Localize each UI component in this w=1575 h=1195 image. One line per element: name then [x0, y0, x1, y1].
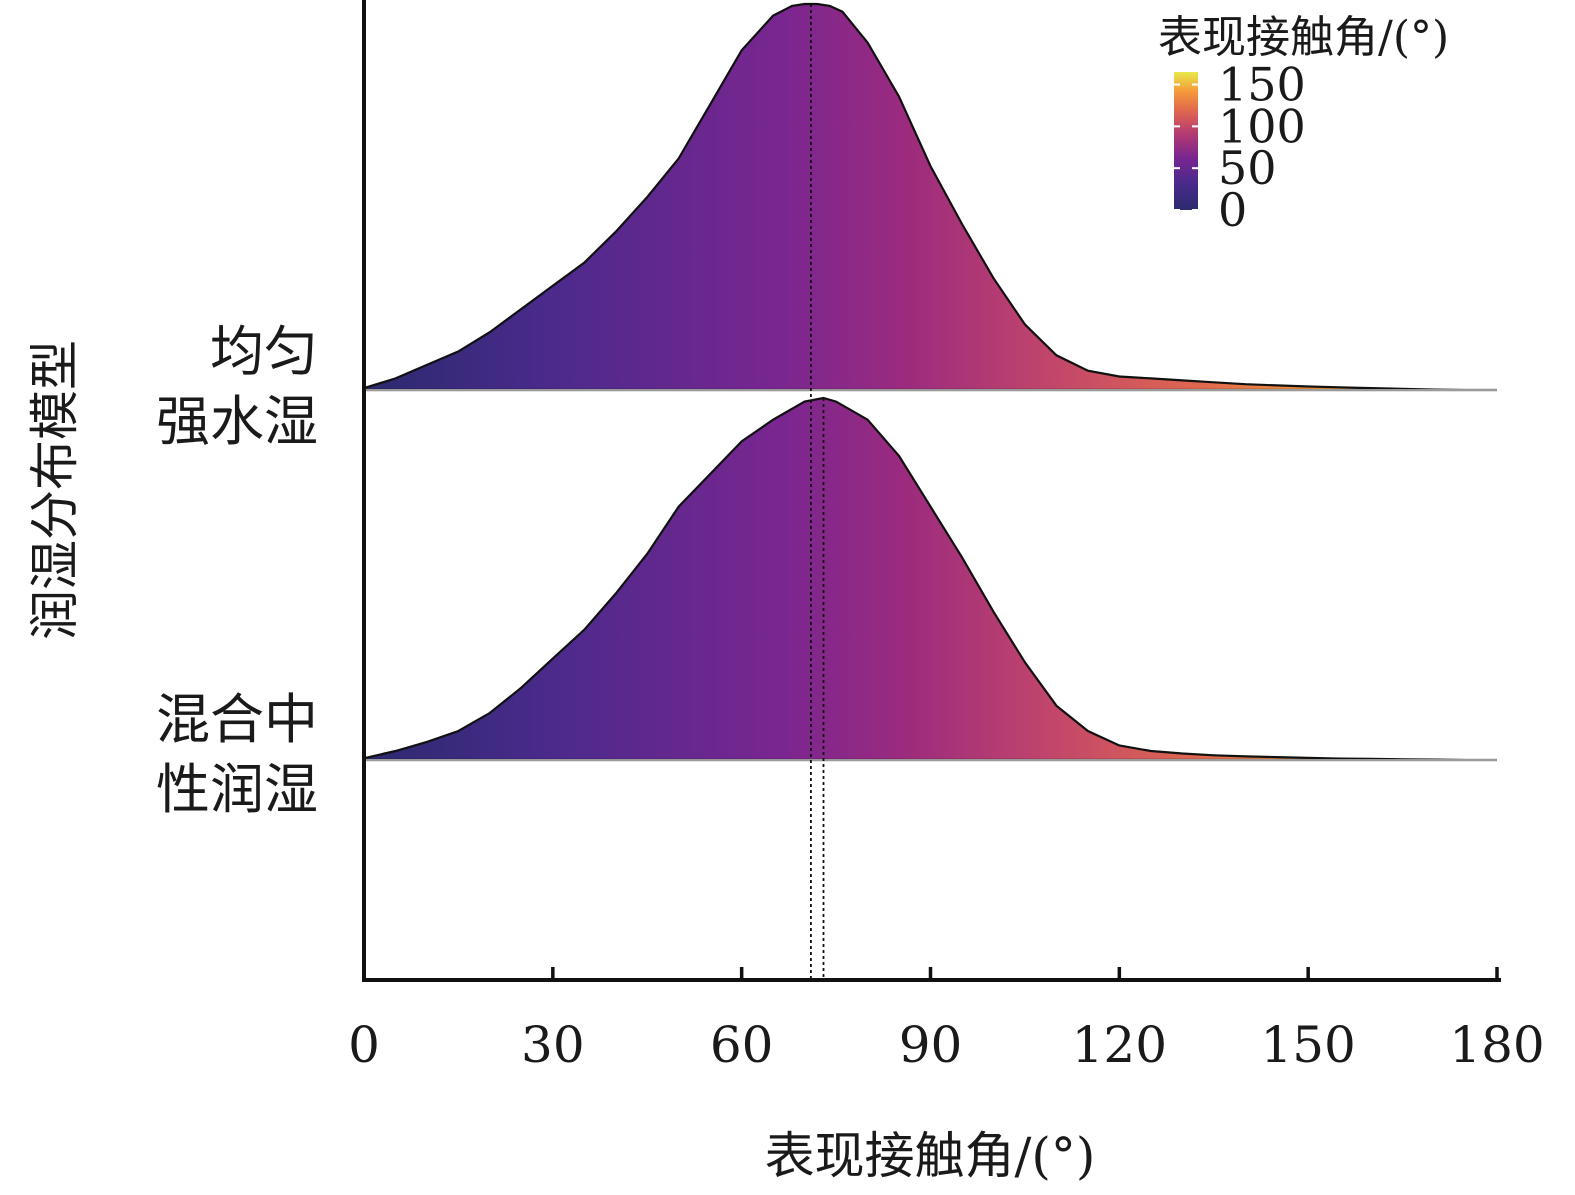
colorbar-tick-label: 100 — [1218, 99, 1306, 153]
density-ridge-2 — [362, 396, 1497, 762]
x-tick-label: 150 — [1260, 1016, 1355, 1074]
row-label-2-line-2: 性润湿 — [156, 758, 318, 821]
row-label-1-line-2: 强水湿 — [156, 390, 318, 453]
y-axis-title: 润湿分布模型 — [26, 340, 84, 640]
x-tick-label: 0 — [348, 1016, 380, 1074]
colorbar-tick-label: 50 — [1218, 141, 1277, 195]
colorbar-tick-label: 0 — [1218, 183, 1247, 237]
colorbar-tick-label: 150 — [1218, 58, 1306, 112]
colorbar-title: 表现接触角/(°) — [1158, 12, 1449, 63]
x-tick-label: 60 — [710, 1016, 774, 1074]
x-ticks-layer: 0 30 60 90 120 150 180 — [348, 967, 1545, 1074]
colorbar — [1174, 72, 1198, 210]
x-tick-label: 90 — [899, 1016, 963, 1074]
row-label-1-line-1: 均匀 — [210, 320, 318, 383]
ridges-layer — [362, 2, 1497, 762]
x-tick-label: 120 — [1072, 1016, 1167, 1074]
x-tick-label: 180 — [1449, 1016, 1544, 1074]
x-tick-label: 30 — [521, 1016, 585, 1074]
x-axis-title: 表现接触角/(°) — [765, 1127, 1096, 1185]
density-ridge-1 — [362, 2, 1497, 392]
peak-lines-layer — [810, 4, 825, 978]
row-label-2-line-1: 混合中 — [156, 688, 318, 751]
